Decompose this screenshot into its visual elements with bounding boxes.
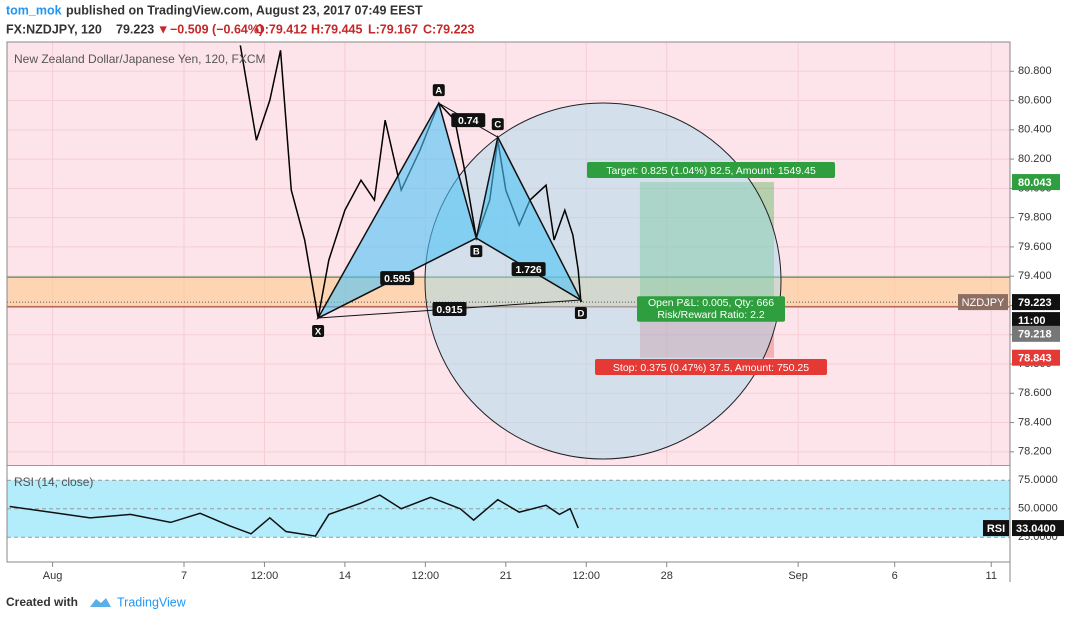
x-tick-label: 12:00 — [251, 570, 279, 582]
entry-flag-label: 79.218 — [1018, 329, 1052, 341]
rsi-name-flag — [983, 520, 1009, 537]
point-box — [312, 325, 325, 338]
y-tick-label: 79.400 — [1018, 270, 1052, 282]
x-tick-label: 6 — [892, 570, 898, 582]
y-tick-label: 79.800 — [1018, 212, 1052, 224]
open: O:79.412 — [255, 22, 307, 36]
point-label: C — [494, 120, 501, 131]
footer-brand[interactable]: TradingView — [117, 595, 187, 609]
stop-flag — [1012, 349, 1060, 366]
point-label: D — [577, 309, 584, 320]
x-tick-label: 28 — [661, 570, 673, 582]
y-tick-label: 80.400 — [1018, 124, 1052, 136]
point-label: B — [473, 247, 480, 258]
point-box — [491, 118, 504, 131]
published: published on TradingView.com, August 23,… — [66, 3, 423, 17]
point-box — [574, 307, 587, 320]
x-tick-label: 21 — [500, 570, 512, 582]
chart-title: New Zealand Dollar/Japanese Yen, 120, FX… — [14, 52, 265, 66]
ratio-box — [451, 113, 486, 128]
point-label: A — [435, 86, 442, 97]
target-flag — [1012, 174, 1060, 191]
rsi-tick-label: 75.0000 — [1018, 474, 1058, 486]
x-tick-label: Aug — [43, 570, 63, 582]
y-tick-label: 80.800 — [1018, 65, 1052, 77]
circle-drawing — [424, 102, 782, 460]
countdown-flag-label: 11:00 — [1018, 315, 1046, 327]
position-label-box — [595, 359, 827, 375]
pnl-text: Open P&L: 0.005, Qty: 666 — [648, 297, 774, 309]
countdown-flag — [1012, 312, 1060, 329]
stop-flag-label: 78.843 — [1018, 353, 1052, 365]
rsi-last-label: 33.0400 — [1016, 523, 1056, 535]
last-flag — [1012, 294, 1060, 311]
high: H:79.445 — [311, 22, 362, 36]
change: −0.509 (−0.64%) — [170, 22, 263, 36]
symbol-flag-label: NZDJPY — [962, 297, 1005, 309]
x-tick-label: 12:00 — [412, 570, 440, 582]
price: 79.223 — [116, 22, 154, 36]
position-label-box — [587, 162, 835, 178]
ratio-label: 0.915 — [436, 304, 462, 316]
author[interactable]: tom_mok — [6, 3, 62, 17]
ratio-box — [511, 262, 546, 277]
stop-text: Stop: 0.375 (0.47%) 37.5, Amount: 750.25 — [613, 362, 809, 374]
down-arrow: ▼ — [157, 22, 169, 36]
ratio-label: 0.595 — [384, 273, 410, 285]
rsi-title: RSI (14, close) — [14, 475, 93, 489]
x-tick-label: 12:00 — [573, 570, 601, 582]
rsi-line — [9, 494, 579, 537]
logo — [90, 598, 111, 607]
y-tick-label: 78.600 — [1018, 387, 1052, 399]
y-tick-label: 79.600 — [1018, 241, 1052, 253]
y-tick-label: 80.200 — [1018, 153, 1052, 165]
rr-text: Risk/Reward Ratio: 2.2 — [657, 309, 765, 321]
x-tick-label: 7 — [181, 570, 187, 582]
target-box — [639, 182, 774, 303]
footer-created: Created with — [6, 595, 78, 609]
rsi-last-flag — [1012, 520, 1064, 537]
position-label-box — [637, 296, 785, 322]
symbol: FX:NZDJPY, 120 — [6, 22, 102, 36]
rsi-name: RSI — [987, 523, 1005, 535]
x-tick-label: 11 — [986, 570, 997, 582]
entry-flag — [1012, 325, 1060, 342]
ratio-box — [432, 302, 467, 317]
point-label: X — [315, 327, 322, 338]
y-tick-label: 80.600 — [1018, 94, 1052, 106]
symbol-flag — [958, 294, 1008, 311]
ratio-label: 1.726 — [515, 264, 541, 276]
point-box — [432, 84, 445, 97]
target-text: Target: 0.825 (1.04%) 82.5, Amount: 1549… — [606, 165, 816, 177]
y-tick-label: 78.200 — [1018, 446, 1052, 458]
x-tick-label: Sep — [788, 570, 808, 582]
rsi-tick-label: 50.0000 — [1018, 503, 1058, 515]
close: C:79.223 — [423, 22, 474, 36]
ratio-label: 0.74 — [458, 115, 479, 127]
target-flag-label: 80.043 — [1018, 177, 1052, 189]
ratio-box — [380, 271, 415, 286]
y-tick-label: 78.400 — [1018, 416, 1052, 428]
x-tick-label: 14 — [339, 570, 351, 582]
point-box — [470, 245, 483, 258]
low: L:79.167 — [368, 22, 418, 36]
last-flag-label: 79.223 — [1018, 297, 1052, 309]
